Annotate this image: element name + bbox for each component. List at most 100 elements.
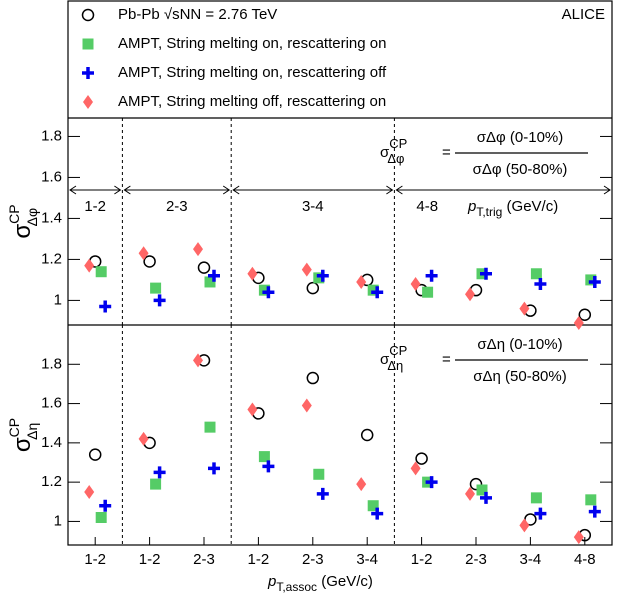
data-point: [306, 281, 320, 295]
group-axis-label: pT,trig (GeV/c): [467, 198, 558, 219]
data-point: [99, 300, 112, 313]
data-point: [193, 242, 203, 257]
data-point: [143, 255, 156, 268]
formula-sub: Δη: [387, 358, 403, 373]
data-point: [465, 287, 475, 302]
y-tick-label: 1.2: [41, 250, 62, 267]
x-tick-label: 3-4: [520, 551, 542, 568]
group-label: 3-4: [302, 198, 324, 215]
data-point: [585, 274, 597, 286]
data-point: [204, 276, 216, 288]
data-point: [301, 398, 312, 413]
data-point: [193, 353, 203, 368]
data-point: [480, 491, 492, 504]
y-tick-label: 1.2: [41, 473, 62, 490]
data-point: [530, 268, 542, 280]
data-point: [313, 272, 325, 284]
data-point: [95, 512, 107, 523]
formula-eq: =: [442, 351, 451, 368]
data-point: [84, 258, 95, 273]
data-point: [82, 38, 94, 50]
data-point: [247, 266, 258, 281]
x-tick-label: 1-2: [84, 551, 106, 568]
y-label-sub: Δφ: [24, 208, 40, 226]
y-label-sup: CP: [6, 204, 22, 223]
data-point: [208, 462, 220, 475]
y-label-symbol: σ: [9, 224, 36, 239]
data-point: [356, 477, 367, 492]
formula-sub: Δφ: [387, 151, 404, 166]
data-point: [534, 278, 547, 291]
data-point: [262, 460, 275, 473]
group-label: 2-3: [166, 198, 188, 215]
data-point: [81, 8, 95, 22]
x-tick-label: 2-3: [465, 551, 487, 568]
formula-numerator: σΔη (0-10%): [477, 336, 562, 353]
group-label: 4-8: [416, 198, 438, 215]
data-point: [480, 267, 492, 280]
y-tick-label: 1.4: [41, 209, 62, 226]
data-point: [316, 269, 329, 282]
y-label-sup: CP: [6, 418, 22, 437]
formula-sup: CP: [389, 343, 407, 358]
data-point: [84, 484, 95, 499]
data-point: [247, 402, 258, 417]
y-label-symbol: σ: [9, 437, 36, 452]
data-point: [588, 505, 601, 518]
formula-numerator: σΔφ (0-10%): [477, 129, 564, 146]
formula-eq: =: [442, 144, 451, 161]
data-point: [476, 484, 488, 496]
data-point: [415, 452, 428, 465]
formula-lhs: σCP Δη: [380, 343, 407, 373]
data-point: [519, 301, 530, 316]
data-point: [530, 492, 542, 504]
data-point: [82, 67, 94, 79]
data-point: [425, 269, 438, 282]
x-tick-label: 4-8: [574, 551, 596, 568]
group-arrow: [123, 185, 231, 195]
y-tick-label: 1: [54, 512, 62, 529]
data-point: [371, 286, 384, 299]
data-point: [83, 95, 93, 109]
formula-symbol: σ: [380, 144, 390, 161]
y-tick-label: 1.4: [41, 434, 62, 451]
data-point: [301, 262, 312, 277]
data-point: [360, 428, 374, 442]
label-sub: T,trig: [476, 205, 502, 219]
label-p: p: [467, 198, 476, 215]
y-tick-label: 1.8: [41, 127, 62, 144]
data-point: [422, 286, 434, 298]
data-point: [410, 277, 421, 292]
data-point: [208, 269, 220, 282]
legend-label: Pb-Pb √sNN = 2.76 TeV: [118, 6, 277, 23]
data-point: [316, 487, 329, 500]
data-point: [367, 284, 379, 296]
data-point: [585, 494, 597, 506]
x-tick-label: 1-2: [411, 551, 433, 568]
x-tick-label: 2-3: [302, 551, 324, 568]
y-tick-label: 1: [54, 291, 62, 308]
data-point: [371, 507, 384, 520]
y-tick-label: 1.6: [41, 168, 62, 185]
y-axis-label: σCP Δφ: [6, 204, 40, 238]
label-unit: (GeV/c): [502, 198, 558, 215]
data-point: [138, 246, 149, 261]
legend-label: AMPT, String melting on, rescattering of…: [118, 64, 387, 81]
formula-sup: CP: [389, 136, 407, 151]
experiment-label: ALICE: [562, 6, 605, 23]
frame: [67, 0, 613, 546]
data-point: [138, 431, 149, 446]
y-label-sub: Δη: [24, 423, 40, 440]
data-point: [367, 500, 379, 512]
y-tick-label: 1.8: [41, 355, 62, 372]
group-arrow: [232, 185, 394, 195]
data-point: [469, 477, 483, 491]
x-tick-label: 2-3: [193, 551, 215, 568]
data-point: [204, 421, 216, 433]
data-point: [356, 274, 367, 289]
group-arrow: [395, 185, 611, 195]
formula-denominator: σΔφ (50-80%): [473, 161, 568, 178]
data-point: [573, 315, 584, 330]
formula-denominator: σΔη (50-80%): [473, 368, 566, 385]
